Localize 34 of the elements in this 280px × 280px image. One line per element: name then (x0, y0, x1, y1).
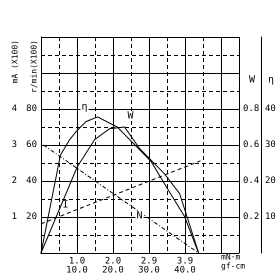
y2-tick-label: 1 (12, 212, 17, 222)
y2-axis-title: η (268, 74, 274, 86)
y2-axis-title: mA (X100) (10, 40, 20, 84)
y2-tick-label: 3 (12, 140, 17, 150)
x-tick-label: 30.0 (138, 266, 160, 276)
y2-tick-label: 20 (265, 176, 276, 186)
x-tick-label: 40.0 (174, 266, 196, 276)
y-tick-label: 60 (26, 140, 37, 150)
x2-tick-label: 3.9 (176, 256, 194, 266)
x2-tick-label: 2.0 (104, 256, 122, 266)
x-axis-title: gf-cm (221, 262, 246, 270)
x-tick-label: 20.0 (102, 266, 124, 276)
y-tick-label: 0.4 (243, 176, 260, 186)
y-tick-label: 80 (26, 104, 37, 114)
x-tick-label: 10.0 (66, 266, 88, 276)
series-label: N (136, 210, 143, 222)
y-tick-label: 40 (26, 176, 37, 186)
y-tick-label: 0.6 (243, 140, 260, 150)
y2-tick-label: 30 (265, 140, 276, 150)
x2-tick-label: 1.0 (68, 256, 86, 266)
y2-tick-label: 10 (265, 212, 276, 222)
x2-axis-title: mN·m (221, 252, 240, 262)
y-tick-label: 0.8 (243, 104, 260, 114)
series-label: W (128, 110, 135, 122)
y2-tick-label: 40 (265, 104, 276, 114)
x2-tick-label: 2.9 (140, 256, 158, 266)
y2-tick-label: 2 (12, 176, 17, 186)
y-tick-label: 0.2 (243, 212, 260, 222)
y2-tick-label: 4 (12, 104, 17, 114)
y-axis-title: r/min(X100) (30, 40, 38, 93)
y-axis-title: W (248, 74, 256, 86)
y-tick-label: 20 (26, 212, 37, 222)
series-label: I (62, 200, 68, 211)
series-label: η (82, 101, 88, 112)
